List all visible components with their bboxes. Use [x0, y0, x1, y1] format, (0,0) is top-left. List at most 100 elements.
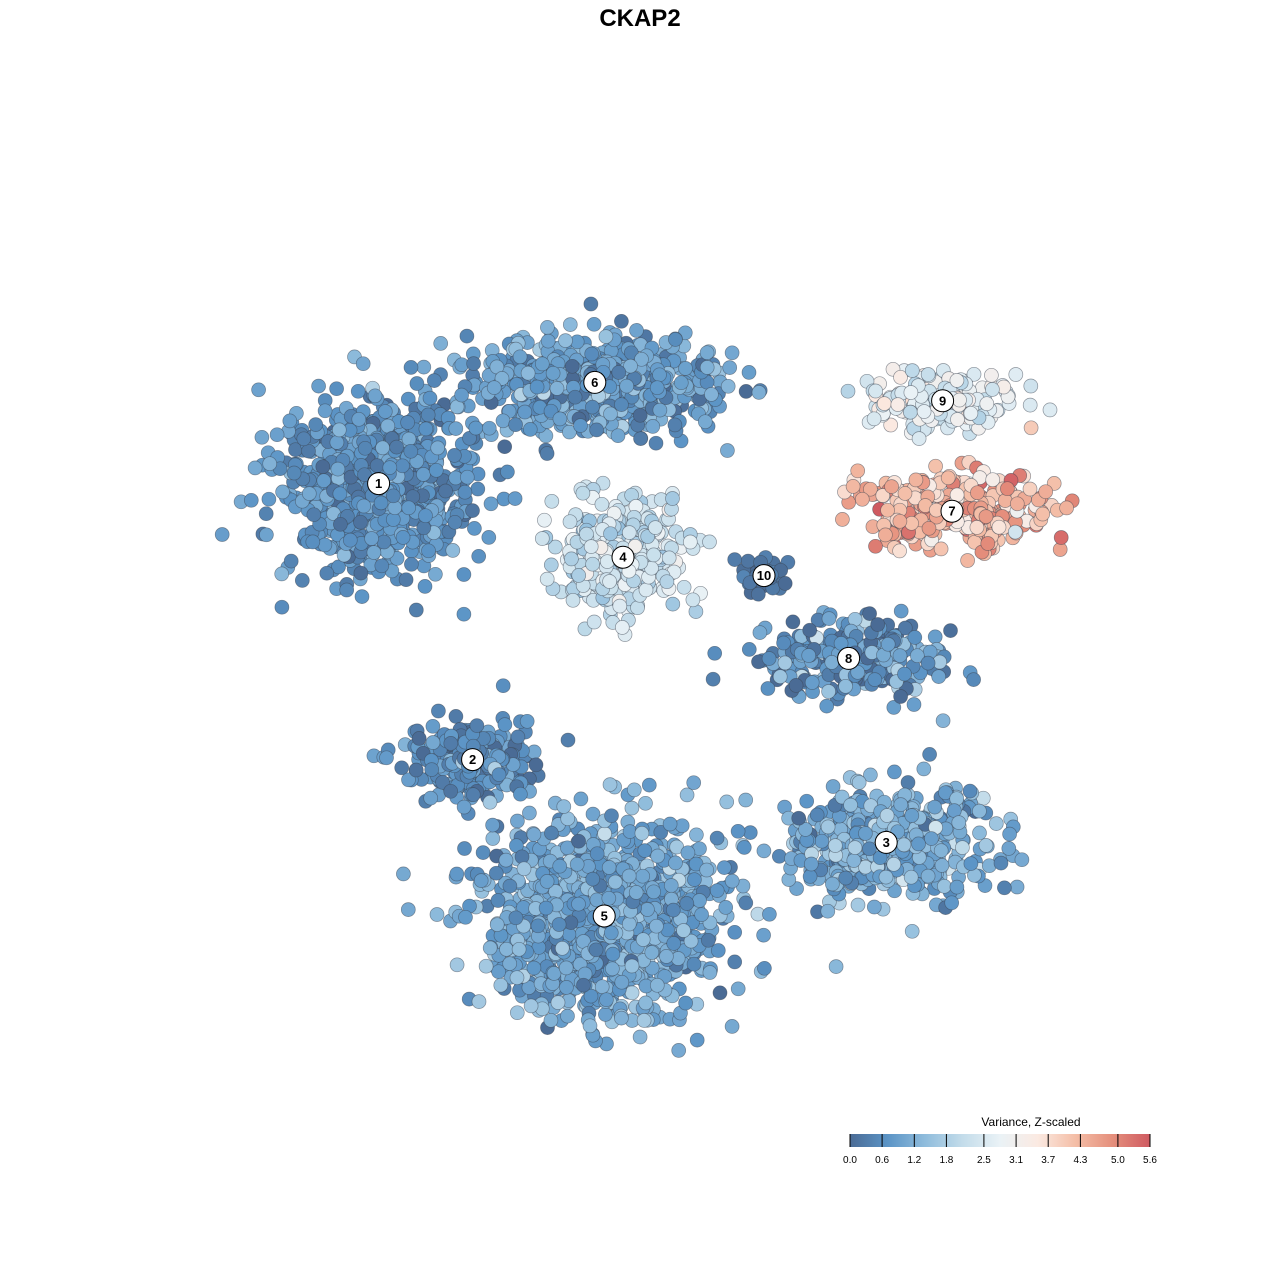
cell-point — [846, 853, 862, 868]
cell-point — [741, 365, 757, 380]
cell-point — [799, 793, 815, 809]
cell-point — [423, 790, 439, 806]
cell-point — [559, 980, 574, 995]
cell-point — [702, 534, 717, 550]
cell-point — [727, 552, 743, 567]
cell-point — [354, 589, 370, 604]
cell-point — [456, 567, 472, 582]
cell-point — [756, 927, 771, 943]
cell-point — [395, 458, 410, 474]
cell-point — [482, 794, 498, 810]
cell-point — [687, 872, 702, 887]
cell-point — [890, 397, 906, 412]
cell-point — [920, 367, 936, 382]
cell-point — [567, 389, 583, 405]
cell-point — [988, 816, 1004, 831]
cell-point — [709, 883, 725, 898]
cell-point — [481, 530, 497, 545]
cell-point — [329, 381, 344, 397]
cell-point — [720, 378, 736, 394]
cell-point — [1002, 826, 1017, 842]
cell-point — [801, 648, 817, 663]
cell-point — [943, 623, 958, 638]
cell-point — [579, 526, 594, 542]
cell-point — [549, 381, 565, 396]
cell-point — [892, 543, 907, 559]
cell-point — [537, 512, 552, 528]
cell-point — [978, 838, 994, 853]
cell-point — [544, 825, 559, 841]
cell-point — [630, 600, 645, 616]
cell-point — [689, 827, 704, 843]
cell-point — [940, 470, 956, 486]
cell-point — [603, 526, 618, 542]
cell-point — [1022, 481, 1038, 497]
cell-point — [966, 672, 981, 687]
cell-point — [963, 405, 979, 421]
cell-point — [389, 439, 404, 455]
cell-point — [483, 496, 499, 512]
cell-point — [1000, 481, 1015, 497]
cell-point — [499, 941, 514, 957]
cell-point — [678, 995, 693, 1011]
cell-point — [850, 897, 866, 913]
cell-point — [707, 645, 723, 661]
cell-point — [867, 672, 883, 687]
cell-point — [558, 333, 573, 348]
cell-point — [892, 648, 908, 663]
cell-point — [712, 985, 728, 1001]
cell-point — [497, 439, 513, 455]
cell-point — [470, 481, 486, 497]
cell-point — [828, 959, 844, 974]
cell-point — [868, 383, 883, 399]
cell-point — [430, 440, 446, 456]
cell-point — [710, 943, 726, 958]
cell-point — [679, 787, 695, 803]
cell-point — [893, 797, 909, 812]
cell-point — [428, 566, 443, 582]
cell-point — [671, 1043, 687, 1058]
cell-point — [602, 777, 618, 792]
cell-point — [819, 698, 835, 714]
cell-point — [425, 735, 441, 750]
cell-point — [866, 899, 882, 915]
cell-point — [416, 467, 431, 482]
cell-point — [421, 543, 436, 559]
cell-point — [575, 485, 591, 501]
cell-point — [1023, 378, 1039, 394]
cell-point — [760, 681, 776, 696]
cell-point — [814, 833, 830, 849]
cell-point — [400, 415, 415, 430]
cell-point — [788, 678, 804, 693]
cell-point — [512, 349, 528, 365]
cell-point — [648, 435, 664, 451]
cell-point — [490, 893, 506, 908]
cell-point — [562, 514, 578, 530]
cell-point — [629, 323, 644, 338]
cell-point — [897, 486, 913, 501]
cell-point — [820, 819, 836, 835]
cell-point — [355, 356, 371, 372]
cell-point — [585, 556, 600, 572]
cell-point — [565, 592, 581, 608]
cell-point — [838, 678, 853, 694]
cell-point — [920, 868, 936, 884]
cell-point — [380, 418, 396, 434]
cell-point — [738, 895, 754, 911]
cell-point — [1042, 402, 1058, 418]
cell-point — [564, 358, 580, 374]
cell-point — [495, 678, 511, 694]
cell-point — [777, 576, 793, 591]
cell-point — [547, 539, 563, 555]
cell-point — [962, 783, 978, 799]
cell-point — [633, 431, 648, 446]
cell-point — [611, 365, 627, 380]
cell-point — [353, 514, 368, 530]
cell-point — [428, 462, 444, 478]
cell-point — [904, 808, 920, 823]
cell-point — [473, 873, 489, 888]
cell-point — [422, 390, 438, 406]
cell-point — [573, 418, 588, 433]
cell-point — [317, 403, 333, 419]
cell-point — [935, 713, 951, 729]
